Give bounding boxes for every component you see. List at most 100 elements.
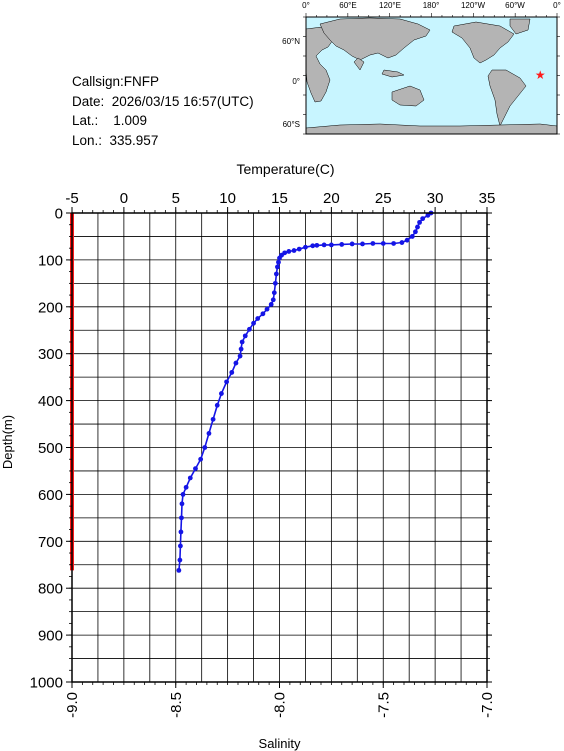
temperature-data-point	[202, 445, 208, 450]
depth-tick-label: 800	[38, 581, 63, 598]
temperature-data-point	[303, 244, 308, 250]
temperature-tick-label: 10	[219, 190, 236, 207]
temperature-data-point	[193, 466, 198, 472]
temperature-data-point	[268, 302, 274, 307]
temperature-data-point	[198, 456, 204, 462]
temperature-data-point	[178, 543, 183, 549]
map-lon-label: 0°	[302, 1, 310, 10]
map-lat-label: 0°	[292, 77, 300, 86]
temperature-data-point	[206, 431, 212, 436]
temperature-data-point	[179, 515, 184, 521]
depth-axis-label: Depth(m)	[0, 415, 15, 469]
land-indonesia	[381, 69, 405, 78]
temperature-data-point	[328, 242, 334, 248]
temperature-data-point	[272, 280, 278, 286]
temperature-data-point	[291, 248, 297, 253]
map-lat-labels: 60°N 0° 60°S	[282, 37, 300, 129]
temperature-data-point	[420, 216, 426, 222]
temperature-data-point	[314, 242, 320, 248]
temperature-data-point	[237, 353, 243, 359]
star-icon: ★	[535, 68, 546, 82]
temperature-data-point	[296, 246, 302, 252]
depth-tick-label: 500	[38, 440, 63, 457]
temperature-tick-label: 25	[375, 190, 392, 207]
temperature-data-point	[238, 346, 244, 352]
chart-series	[70, 210, 434, 573]
map-lon-label: 180°	[423, 1, 440, 10]
temperature-data-point	[177, 557, 183, 563]
temperature-axis-label: Temperature(C)	[236, 161, 334, 177]
temperature-data-point	[404, 237, 410, 243]
salinity-tick-label: -8.0	[272, 692, 289, 718]
temperature-tick-label: 5	[172, 190, 180, 207]
temperature-data-point	[271, 290, 277, 296]
temperature-data-point	[321, 242, 327, 248]
salinity-tick-label: -7.5	[375, 692, 392, 718]
temperature-data-point	[183, 484, 189, 490]
depth-tick-label: 200	[38, 299, 63, 316]
temperature-data-point	[233, 360, 239, 366]
temperature-data-point	[399, 240, 405, 245]
temperature-data-point	[415, 224, 420, 230]
temperature-profile-line	[178, 212, 432, 571]
map-lon-label: 60°W	[505, 1, 525, 10]
depth-tick-label: 600	[38, 487, 63, 504]
temperature-tick-label: 20	[323, 190, 340, 207]
temperature-data-point	[413, 229, 418, 235]
temperature-data-point	[247, 326, 252, 332]
temperature-data-point	[178, 529, 184, 535]
temperature-data-point	[409, 234, 415, 239]
temperature-data-point	[339, 242, 345, 247]
temperature-data-point	[242, 333, 248, 339]
longitude-label: Lon.: 335.957	[72, 132, 159, 148]
temperature-data-point	[224, 379, 229, 385]
temperature-data-point	[255, 316, 261, 321]
temperature-tick-label: 30	[427, 190, 444, 207]
land-india	[353, 57, 365, 71]
depth-tick-label: 400	[38, 393, 63, 410]
depth-tick-label: 300	[38, 346, 63, 363]
chart-grid	[71, 212, 488, 683]
temperature-data-point	[370, 241, 376, 246]
depth-tick-label: 0	[55, 206, 63, 223]
temperature-data-point	[229, 370, 235, 375]
temperature-data-point	[380, 241, 386, 246]
station-info: Callsign:FNFP Date: 2026/03/15 16:57(UTC…	[72, 72, 254, 150]
map-ticks	[303, 13, 560, 135]
temperature-data-point	[214, 402, 220, 408]
temperature-tick-label: 35	[479, 190, 496, 207]
temperature-data-point	[260, 311, 266, 317]
temperature-data-point	[239, 339, 245, 345]
temperature-data-point	[210, 416, 216, 422]
temperature-data-point	[425, 212, 431, 218]
temperature-data-point	[219, 391, 224, 396]
temperature-tick-label: 15	[271, 190, 288, 207]
temperature-data-point	[310, 243, 316, 249]
temperature-data-point	[360, 241, 365, 247]
latitude-label: Lat.: 1.009	[72, 113, 148, 128]
temperature-data-point	[179, 501, 185, 507]
map-lat-label: 60°S	[283, 120, 300, 129]
depth-tick-label: 700	[38, 534, 63, 551]
map-lon-label: 60°E	[339, 1, 356, 10]
date-label: Date: 2026/03/15 16:57(UTC)	[72, 93, 254, 109]
map-land	[305, 17, 558, 135]
land-greenland	[509, 18, 531, 35]
land-asia	[319, 17, 431, 61]
temperature-data-point	[187, 475, 193, 481]
temperature-data-point	[286, 249, 292, 254]
temperature-data-point	[277, 255, 282, 261]
temperature-data-point	[270, 297, 276, 303]
temperature-data-point	[176, 567, 182, 573]
land-north-america	[451, 21, 515, 64]
temperature-data-point	[273, 271, 279, 277]
salinity-tick-label: -9.0	[64, 692, 81, 718]
map-lon-label: 120°E	[379, 1, 401, 10]
land-south-america	[487, 69, 527, 127]
map-lat-label: 60°N	[282, 37, 300, 46]
map-lon-label: 120°W	[461, 1, 486, 10]
depth-tick-label: 100	[38, 252, 63, 269]
temperature-data-point	[391, 241, 397, 246]
callsign-label: Callsign:FNFP	[72, 74, 160, 89]
chart-axes: -5 0 5 10 15 20 25 30 35-9.0 -8.5 -8.0 -7.5 -7.00100…	[30, 190, 496, 718]
